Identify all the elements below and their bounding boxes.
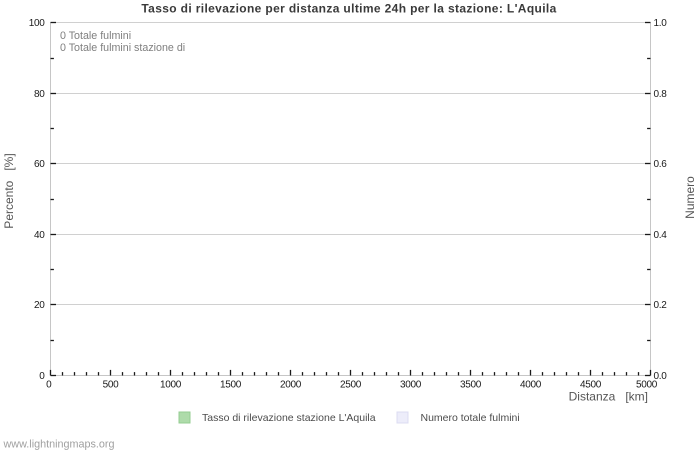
svg-text:Percento [%]: Percento [%] bbox=[2, 153, 16, 228]
svg-text:2500: 2500 bbox=[340, 379, 362, 390]
svg-text:20: 20 bbox=[34, 300, 45, 311]
svg-text:3500: 3500 bbox=[460, 379, 482, 390]
svg-text:0 Totale fulmini: 0 Totale fulmini bbox=[60, 30, 131, 42]
svg-text:4000: 4000 bbox=[520, 379, 542, 390]
svg-text:Tasso di rilevazione stazione: Tasso di rilevazione stazione L'Aquila bbox=[202, 412, 376, 424]
svg-text:Numero totale fulmini: Numero totale fulmini bbox=[421, 412, 520, 424]
svg-text:1.0: 1.0 bbox=[654, 18, 668, 29]
svg-text:0.8: 0.8 bbox=[654, 89, 668, 100]
svg-text:0 Totale fulmini stazione di: 0 Totale fulmini stazione di bbox=[60, 42, 185, 54]
svg-text:0.4: 0.4 bbox=[654, 230, 668, 241]
svg-text:4500: 4500 bbox=[580, 379, 602, 390]
svg-text:0.2: 0.2 bbox=[654, 300, 668, 311]
svg-text:40: 40 bbox=[34, 230, 45, 241]
svg-text:Numero: Numero bbox=[683, 176, 697, 219]
svg-text:500: 500 bbox=[103, 379, 120, 390]
svg-text:5000: 5000 bbox=[636, 379, 658, 390]
svg-text:3000: 3000 bbox=[400, 379, 422, 390]
svg-text:www.lightningmaps.org: www.lightningmaps.org bbox=[3, 439, 115, 450]
svg-text:80: 80 bbox=[34, 89, 45, 100]
svg-text:0.6: 0.6 bbox=[654, 159, 668, 170]
svg-text:60: 60 bbox=[34, 159, 45, 170]
svg-text:100: 100 bbox=[29, 18, 46, 29]
svg-text:0.0: 0.0 bbox=[654, 371, 668, 382]
svg-text:Distanza [km]: Distanza [km] bbox=[569, 390, 648, 404]
svg-text:Tasso di rilevazione per dista: Tasso di rilevazione per distanza ultime… bbox=[141, 2, 556, 16]
svg-text:0: 0 bbox=[46, 379, 52, 390]
svg-text:1000: 1000 bbox=[160, 379, 182, 390]
svg-text:2000: 2000 bbox=[280, 379, 302, 390]
svg-text:0: 0 bbox=[39, 371, 45, 382]
svg-text:1500: 1500 bbox=[220, 379, 242, 390]
